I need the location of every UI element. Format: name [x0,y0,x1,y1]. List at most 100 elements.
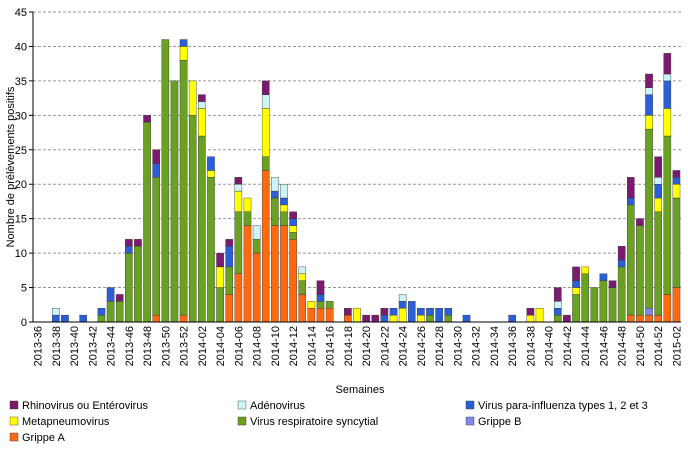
legend-swatch [9,400,19,410]
bar-segment [216,252,224,268]
bar-segment [645,308,653,316]
bar-segment [645,128,653,309]
bar-segment [280,204,288,212]
bar-segment [325,308,334,323]
bar-segment [590,287,599,323]
bar-segment [198,135,206,323]
legend-swatch [237,400,247,410]
bar-segment [188,115,197,323]
bar-segment [526,314,535,323]
bar-segment [134,246,142,323]
bar-segment [170,80,179,323]
bar-segment [462,314,471,323]
bar-segment [380,308,389,316]
x-tick-label: 2013-38 [51,326,63,366]
bar-segment [316,280,325,295]
bar-segment [581,266,589,274]
bar-segment [289,225,297,233]
bar-segment [234,190,243,212]
bar-segment [553,301,562,309]
bar-segment [225,266,234,295]
legend-label: Grippe A [22,432,65,444]
x-tick-label: 2014-22 [379,326,391,366]
bar-segment [252,239,261,254]
x-tick-label: 2014-26 [416,326,428,366]
legend-label: Rhinovirus ou Entérovirus [22,400,148,412]
bar-segment [672,184,681,199]
bar-segment [261,170,270,323]
bar-segment [353,308,361,323]
bar-segment [617,246,626,261]
bar-segment [627,204,635,316]
bar-segment [216,287,224,323]
bar-segment [152,163,161,178]
bar-segment [563,314,571,323]
bar-segment [97,308,106,316]
bar-segment [261,156,270,171]
x-tick-label: 2013-46 [124,326,136,366]
legend-label: Virus respiratoire syncytial [250,416,378,428]
bar-segment [617,266,626,323]
bar-segment [362,314,370,323]
bar-segment [645,73,653,88]
bar-segment [663,294,672,323]
bar-segment [535,308,544,323]
bar-segment [426,308,434,316]
legend-label: Virus para-influenza types 1, 2 et 3 [478,400,648,412]
bar-segment [307,308,316,323]
x-tick-label: 2014-28 [434,326,446,366]
bar-segment [599,273,608,281]
bar-segment [234,177,243,185]
bar-segment [444,308,453,316]
bar-segment [663,53,672,75]
y-tick-label: 45 [15,7,27,19]
bar-segment [599,280,608,323]
bar-segment [179,39,188,47]
x-tick-label: 2013-52 [179,326,191,366]
x-tick-label: 2014-14 [306,326,318,366]
x-tick-label: 2014-44 [580,326,592,366]
x-tick-label: 2013-42 [87,326,99,366]
bar-segment [663,135,672,295]
bar-segment [252,225,261,240]
y-tick-label: 10 [15,248,27,260]
bar-segment [271,225,279,323]
y-tick-label: 40 [15,41,27,53]
bar-segment [225,294,234,323]
x-tick-label: 2014-30 [452,326,464,366]
bar-segment [271,190,279,199]
x-tick-label: 2013-50 [160,326,172,366]
bar-segment [654,156,662,178]
bar-segment [198,108,206,137]
bar-segment [444,314,453,323]
bar-segment [97,314,106,323]
bar-segment [179,60,188,316]
x-tick-label: 2014-38 [525,326,537,366]
bar-segment [435,308,443,323]
x-tick-label: 2014-48 [617,326,629,366]
bar-segment [106,301,115,323]
x-tick-label: 2014-34 [489,326,501,366]
bar-segment [417,308,425,316]
legend-swatch [9,416,19,426]
legend-swatch [9,432,19,442]
bar-segment [289,239,297,323]
bar-segment [426,314,434,323]
x-tick-label: 2014-04 [215,326,227,366]
bar-segment [654,211,662,316]
legend-label: Adénovirus [250,400,306,412]
bar-segment [316,301,325,309]
bar-segment [526,308,535,316]
bar-segment [234,184,243,192]
bar-segment [398,301,407,309]
bar-segment [134,239,142,247]
bar-segment [325,301,334,309]
bar-segment [417,314,425,323]
x-tick-label: 2014-18 [343,326,355,366]
bar-segment [407,301,416,323]
x-tick-label: 2014-52 [653,326,665,366]
bar-segment [207,177,215,323]
bar-segment [289,211,297,219]
bar-segment [654,184,662,199]
